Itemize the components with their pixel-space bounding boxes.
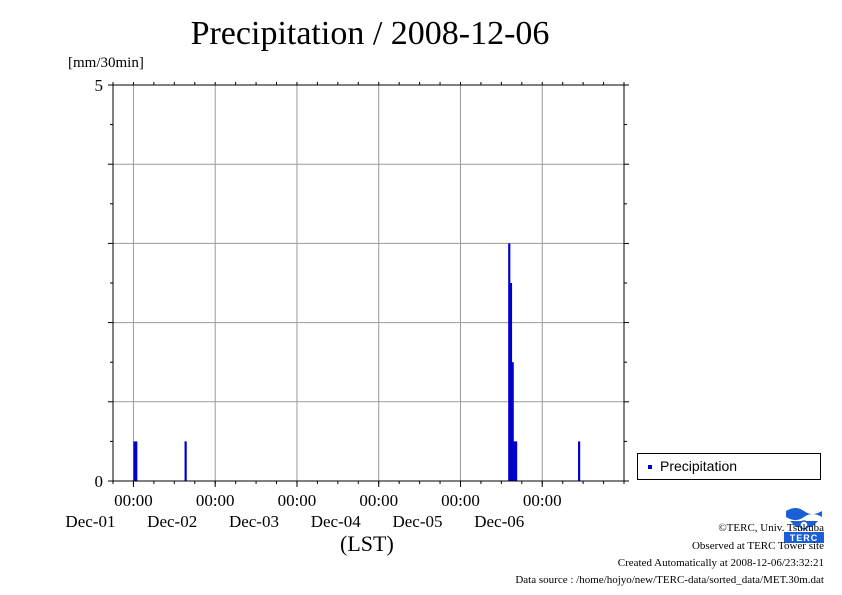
precipitation-bar <box>184 441 187 481</box>
precipitation-bar <box>511 362 514 481</box>
svg-text:TERC: TERC <box>790 533 819 543</box>
terc-logo-icon: TERC <box>784 503 824 543</box>
precipitation-bar <box>513 441 516 481</box>
precipitation-bar <box>133 441 136 481</box>
x-tick-time-label: 00:00 <box>196 491 235 510</box>
x-tick-date-label: Dec-02 <box>147 512 197 531</box>
x-tick-time-label: 00:00 <box>278 491 317 510</box>
precipitation-bar <box>578 441 581 481</box>
x-tick-date-label: Dec-06 <box>474 512 524 531</box>
chart-title: Precipitation / 2008-12-06 <box>190 15 550 52</box>
precipitation-bar <box>509 283 513 481</box>
x-tick-time-label: 00:00 <box>441 491 480 510</box>
footer-created: Created Automatically at 2008-12-06/23:3… <box>617 557 824 569</box>
chart-legend: Precipitation <box>637 453 821 480</box>
x-tick-time-label: 00:00 <box>523 491 562 510</box>
y-tick-label: 5 <box>95 76 104 95</box>
footer-observed: Observed at TERC Tower site <box>691 540 824 552</box>
precipitation-bar <box>508 243 511 481</box>
y-tick-label: 0 <box>95 472 104 491</box>
legend-label: Precipitation <box>660 458 738 474</box>
x-tick-date-label: Dec-05 <box>392 512 442 531</box>
x-tick-time-label: 00:00 <box>359 491 398 510</box>
footer-copyright: ©TERC, Univ. Tsukuba <box>718 522 824 534</box>
x-tick-time-label: 00:00 <box>114 491 153 510</box>
footer-source: Data source : /home/hojyo/new/TERC-data/… <box>515 574 824 586</box>
precipitation-bar <box>135 441 138 481</box>
plot-frame <box>112 84 625 482</box>
precipitation-bar <box>514 441 518 481</box>
x-tick-date-label: Dec-04 <box>311 512 362 531</box>
x-tick-date-label: Dec-03 <box>229 512 279 531</box>
x-axis-label: (LST) <box>340 531 394 556</box>
legend-swatch <box>648 465 652 469</box>
x-tick-date-label: Dec-01 <box>65 512 115 531</box>
y-axis-unit-label: [mm/30min] <box>68 55 144 71</box>
